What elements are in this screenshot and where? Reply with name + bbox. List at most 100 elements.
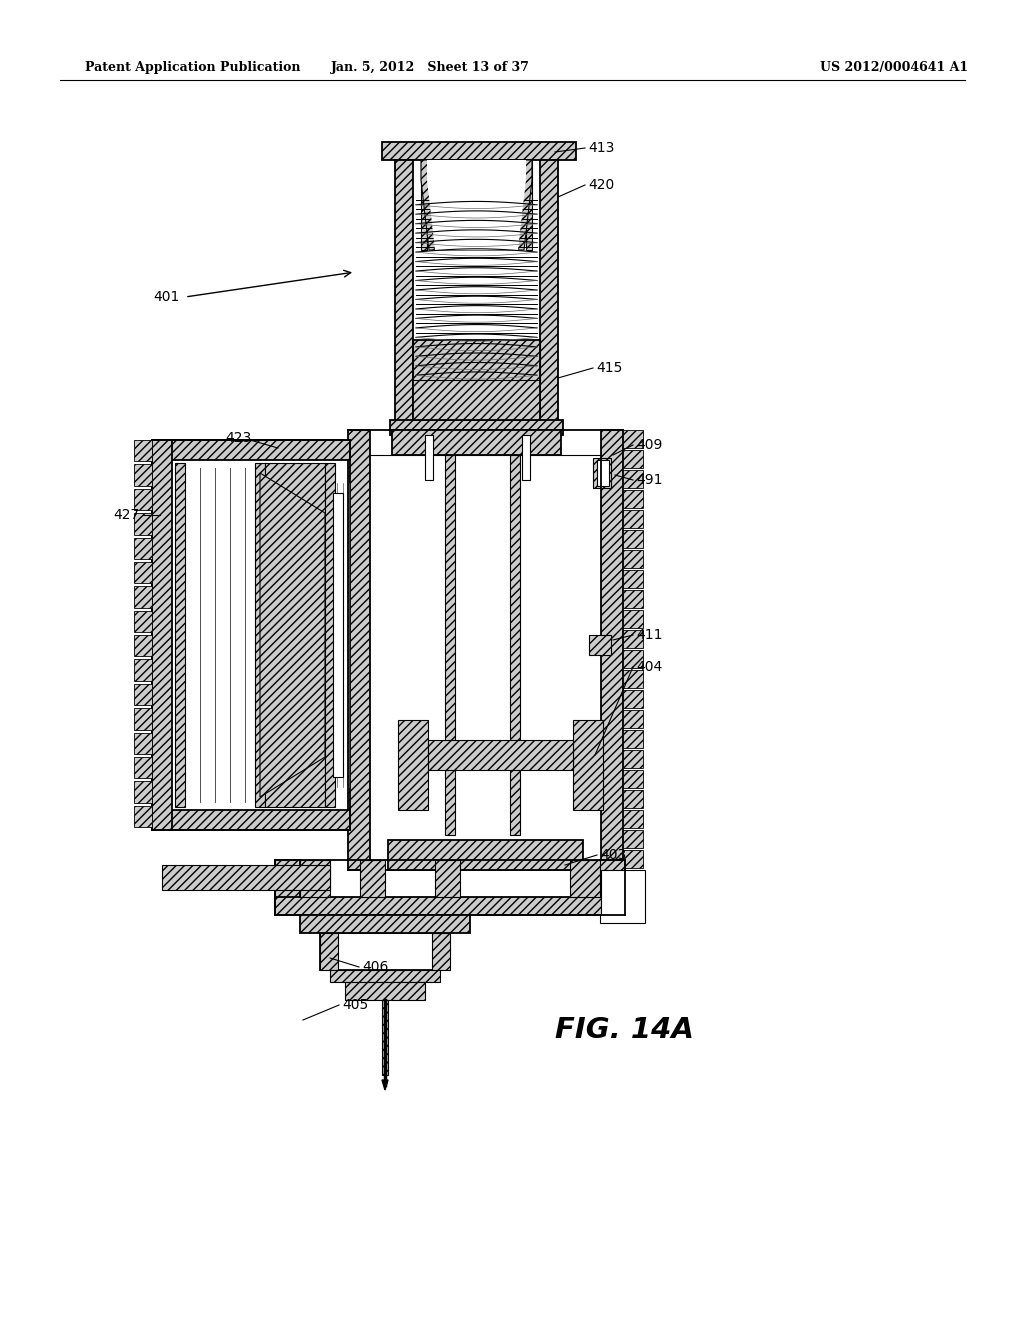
Polygon shape (134, 586, 152, 607)
Text: 406: 406 (362, 960, 388, 974)
Polygon shape (134, 781, 152, 803)
Polygon shape (623, 570, 643, 587)
Text: Patent Application Publication: Patent Application Publication (85, 61, 300, 74)
Bar (325, 463, 335, 807)
Text: FIG. 14A: FIG. 14A (555, 1016, 694, 1044)
Bar (300, 861, 330, 898)
Polygon shape (382, 1080, 388, 1090)
Bar (522, 436, 530, 480)
Polygon shape (623, 710, 643, 727)
Text: 409: 409 (636, 438, 663, 451)
Bar (152, 810, 350, 830)
Text: 427: 427 (114, 508, 140, 521)
Text: 403: 403 (600, 847, 627, 862)
Bar (265, 463, 325, 807)
Bar (300, 915, 470, 933)
Polygon shape (134, 537, 152, 558)
Text: 491: 491 (636, 473, 663, 487)
Bar (455, 455, 510, 836)
Polygon shape (623, 630, 643, 648)
Bar (392, 430, 561, 455)
Text: 423: 423 (225, 432, 251, 445)
Bar (330, 970, 440, 982)
Polygon shape (600, 870, 645, 923)
Text: 401: 401 (154, 290, 180, 304)
Bar (345, 982, 425, 1001)
Bar (388, 840, 583, 870)
Bar (395, 160, 413, 436)
Bar (526, 160, 532, 249)
Text: 415: 415 (596, 360, 623, 375)
Polygon shape (134, 635, 152, 656)
Bar (175, 463, 185, 807)
Bar (162, 865, 330, 890)
Polygon shape (623, 690, 643, 708)
Bar (398, 719, 428, 810)
Bar (570, 861, 600, 898)
Polygon shape (623, 750, 643, 768)
Bar (390, 420, 563, 436)
Polygon shape (134, 708, 152, 730)
Polygon shape (421, 160, 532, 249)
Bar (152, 440, 350, 459)
Polygon shape (623, 810, 643, 828)
Polygon shape (623, 830, 643, 847)
Polygon shape (134, 513, 152, 535)
Bar (319, 933, 450, 970)
Polygon shape (623, 470, 643, 487)
Polygon shape (623, 789, 643, 808)
Bar (319, 933, 338, 970)
Polygon shape (623, 730, 643, 747)
Polygon shape (134, 684, 152, 705)
Polygon shape (623, 550, 643, 568)
Polygon shape (134, 611, 152, 632)
Bar (597, 459, 609, 486)
Polygon shape (623, 490, 643, 508)
Bar (540, 160, 558, 436)
Polygon shape (134, 465, 152, 486)
Bar (275, 861, 300, 915)
Bar (435, 861, 460, 898)
Bar (185, 463, 255, 807)
Polygon shape (134, 756, 152, 779)
Bar (425, 436, 433, 480)
Text: 404: 404 (636, 660, 663, 675)
Polygon shape (623, 510, 643, 528)
Text: US 2012/0004641 A1: US 2012/0004641 A1 (820, 61, 968, 74)
Bar (510, 455, 520, 836)
Bar (413, 341, 540, 380)
Polygon shape (134, 488, 152, 511)
Bar (428, 741, 573, 770)
Text: 413: 413 (588, 141, 614, 154)
Bar (589, 635, 611, 655)
Bar (255, 463, 265, 807)
Text: Jan. 5, 2012   Sheet 13 of 37: Jan. 5, 2012 Sheet 13 of 37 (331, 61, 529, 74)
Polygon shape (623, 671, 643, 688)
Bar (370, 430, 601, 870)
Bar (335, 463, 347, 807)
Polygon shape (623, 649, 643, 668)
Bar (601, 430, 623, 870)
Polygon shape (134, 805, 152, 828)
Bar (382, 1001, 388, 1074)
Polygon shape (623, 430, 643, 447)
Text: 420: 420 (588, 178, 614, 191)
Polygon shape (623, 450, 643, 467)
Text: 411: 411 (636, 628, 663, 642)
Polygon shape (623, 770, 643, 788)
Polygon shape (134, 440, 152, 462)
Bar (348, 430, 370, 870)
Bar (413, 341, 540, 420)
Polygon shape (260, 473, 325, 797)
Bar (593, 458, 611, 488)
Polygon shape (134, 733, 152, 754)
Bar (600, 861, 625, 915)
Bar (152, 440, 172, 830)
Polygon shape (623, 531, 643, 548)
Bar (275, 898, 625, 915)
Bar (445, 455, 455, 836)
Bar (573, 719, 603, 810)
Bar (382, 143, 575, 160)
Text: 405: 405 (342, 998, 369, 1012)
Polygon shape (623, 610, 643, 627)
